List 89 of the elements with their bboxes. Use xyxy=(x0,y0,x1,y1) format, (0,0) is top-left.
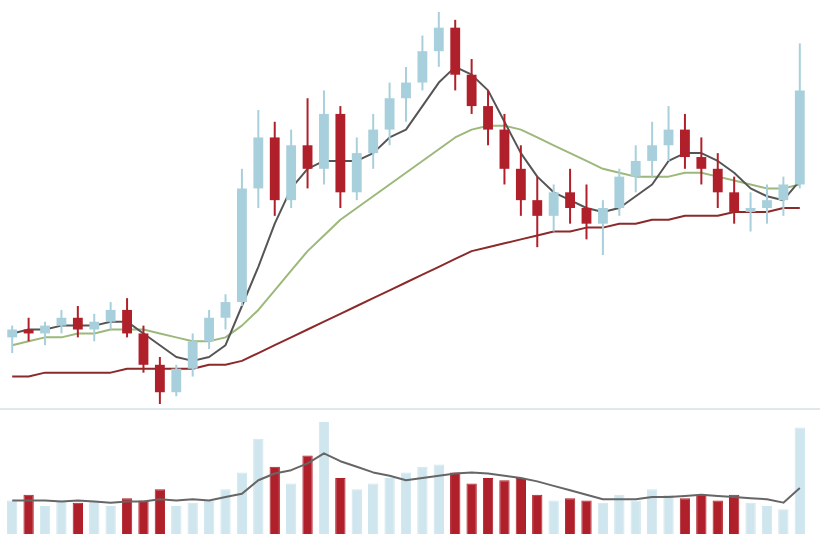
bar xyxy=(614,494,625,534)
bar xyxy=(89,500,100,534)
candlestick xyxy=(138,324,149,374)
bar xyxy=(417,466,428,534)
candlestick xyxy=(680,112,690,170)
bar xyxy=(302,455,313,534)
bar xyxy=(220,489,231,534)
bar xyxy=(679,498,691,534)
candlestick xyxy=(351,136,362,202)
candlestick xyxy=(302,97,313,190)
bar xyxy=(56,500,67,534)
candlestick xyxy=(89,312,100,343)
bar xyxy=(630,500,641,534)
bar xyxy=(285,483,297,534)
candlestick xyxy=(56,308,67,335)
candlestick xyxy=(515,144,526,217)
bar xyxy=(515,478,527,534)
bar xyxy=(171,506,182,534)
bar xyxy=(351,489,362,534)
bar xyxy=(187,502,198,534)
candlestick xyxy=(417,34,428,92)
candlestick xyxy=(72,305,83,339)
candlestick xyxy=(433,11,444,68)
bar xyxy=(203,500,215,534)
candlestick xyxy=(729,175,740,225)
candlestick xyxy=(401,65,411,123)
bar xyxy=(138,500,149,534)
candlestick xyxy=(466,58,477,115)
bar xyxy=(663,494,674,534)
bar xyxy=(236,472,248,534)
bar xyxy=(7,500,18,534)
candlestick xyxy=(614,167,625,217)
bar xyxy=(318,422,330,534)
bar xyxy=(532,494,543,534)
bar xyxy=(729,494,740,534)
candlestick xyxy=(171,363,182,398)
candlestick xyxy=(122,297,132,339)
bar xyxy=(39,506,51,534)
candlestick xyxy=(548,183,559,233)
candlestick xyxy=(778,175,789,217)
bar xyxy=(646,489,658,534)
candlestick xyxy=(105,301,116,331)
bar xyxy=(154,489,166,534)
bar xyxy=(564,498,576,534)
bar xyxy=(368,483,379,534)
bar xyxy=(269,466,280,534)
candlestick xyxy=(154,355,165,405)
bar xyxy=(433,464,444,534)
candlestick xyxy=(532,175,543,249)
candlestick xyxy=(581,183,592,241)
bar xyxy=(23,494,34,534)
candlestick xyxy=(384,81,395,147)
bar xyxy=(761,506,773,534)
bar xyxy=(253,438,264,534)
bar xyxy=(335,478,346,534)
bar xyxy=(794,427,805,534)
bar xyxy=(450,472,461,534)
candlestick xyxy=(565,167,575,225)
candlestick xyxy=(7,324,18,355)
candlestick xyxy=(204,308,215,351)
bar xyxy=(581,500,592,534)
bar xyxy=(597,502,609,534)
candlestick xyxy=(745,191,756,233)
candlestick xyxy=(483,89,493,147)
candlestick xyxy=(696,136,707,186)
bar xyxy=(384,478,395,534)
candlestick xyxy=(40,320,50,347)
bar xyxy=(712,500,723,534)
bar xyxy=(121,498,133,534)
bar xyxy=(548,500,559,534)
candlestick xyxy=(597,199,608,257)
bar xyxy=(400,472,412,534)
bar xyxy=(745,502,756,534)
candlestick xyxy=(762,183,772,225)
bar xyxy=(105,506,116,534)
candlestick xyxy=(187,332,198,378)
candlestick xyxy=(450,18,461,92)
candlestick xyxy=(220,293,231,331)
bar xyxy=(482,478,494,534)
candlestick xyxy=(499,112,510,186)
candlestick xyxy=(368,112,379,170)
bar xyxy=(72,502,84,534)
candlestick xyxy=(647,120,658,178)
bar xyxy=(778,509,789,534)
bar xyxy=(466,483,477,534)
candlestick xyxy=(630,144,641,194)
bar xyxy=(696,494,707,534)
bar xyxy=(499,480,510,534)
candlestick xyxy=(712,152,723,209)
